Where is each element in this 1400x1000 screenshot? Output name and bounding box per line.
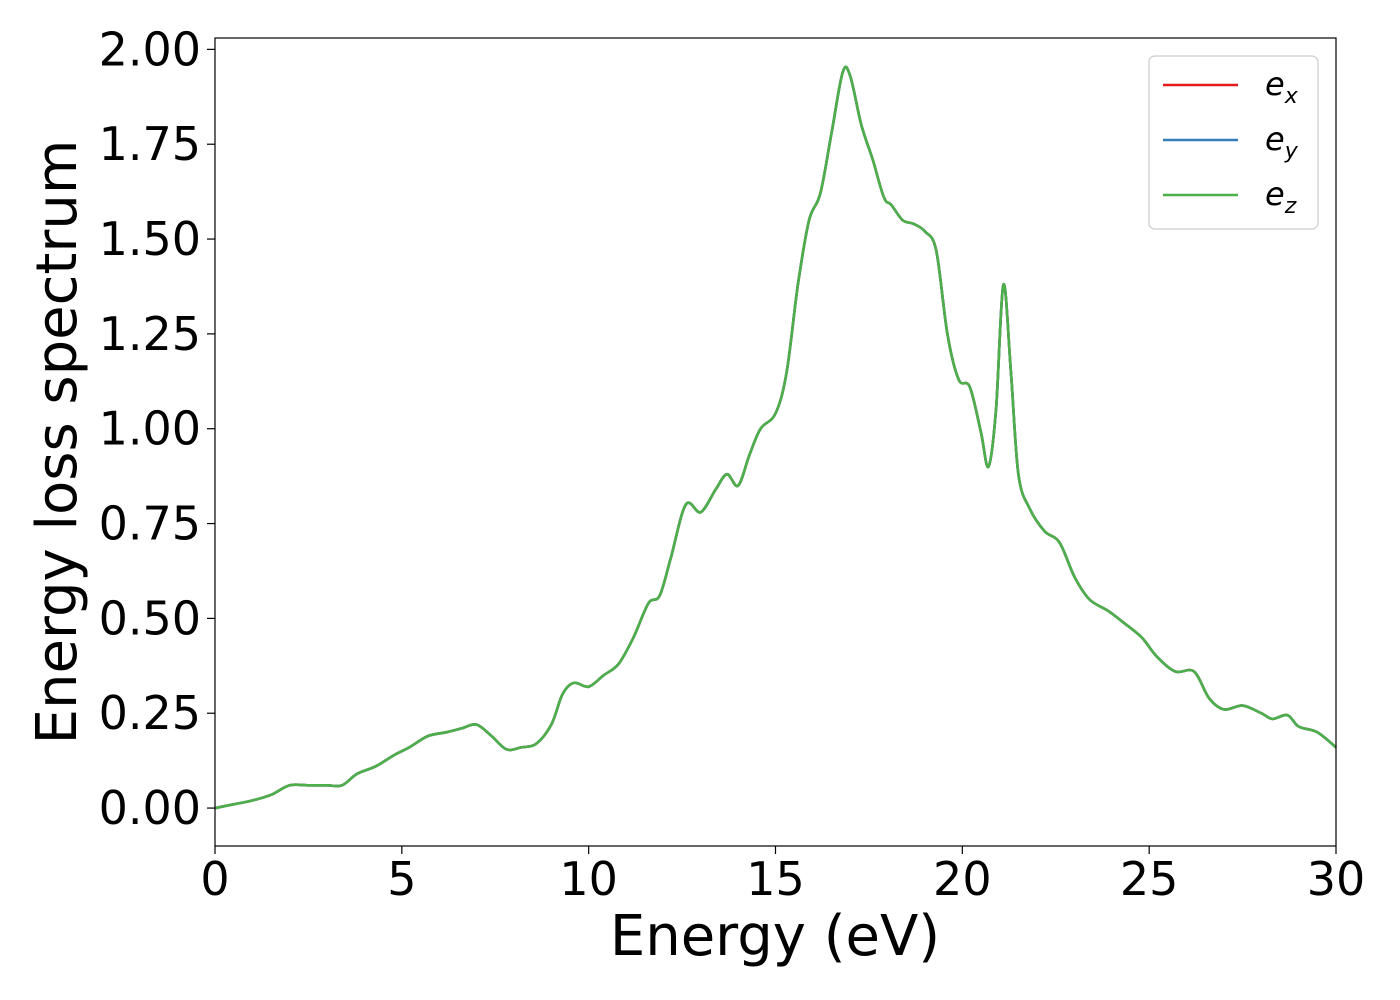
legend-label-ez: ez [1265, 175, 1297, 219]
x-axis-ticks: 0 5 10 15 20 25 30 [200, 846, 1365, 906]
legend-label-ey: ey [1265, 120, 1299, 164]
y-tick-label: 0.00 [99, 781, 201, 835]
y-axis-title: Energy loss spectrum [25, 140, 90, 745]
legend-items: ex ey ez [1163, 65, 1299, 219]
x-tick-label: 0 [200, 852, 229, 906]
series-line-ez [214, 65, 1337, 810]
y-tick-label: 0.75 [99, 497, 201, 551]
x-tick-label: 25 [1120, 852, 1179, 906]
y-tick-label: 0.50 [99, 591, 201, 645]
legend-frame [1148, 55, 1319, 230]
y-tick-label: 0.25 [99, 686, 201, 740]
x-tick-label: 20 [933, 852, 992, 906]
y-tick-label: 2.00 [99, 22, 201, 76]
y-tick-label: 1.50 [99, 212, 201, 266]
series-layer [214, 65, 1337, 810]
y-axis-ticks: 0.00 0.25 0.50 0.75 1.00 1.25 1.50 1.75 2.00 [99, 22, 215, 835]
legend-label-ex: ex [1265, 65, 1299, 109]
x-tick-label: 30 [1307, 852, 1366, 906]
x-axis-title: Energy (eV) [610, 904, 940, 969]
y-tick-label: 1.75 [99, 117, 201, 171]
x-tick-label: 10 [559, 852, 618, 906]
legend: ex ey ez [1148, 55, 1319, 230]
x-tick-label: 15 [746, 852, 805, 906]
y-tick-label: 1.00 [99, 402, 201, 456]
y-tick-label: 1.25 [99, 307, 201, 361]
x-tick-label: 5 [387, 852, 416, 906]
